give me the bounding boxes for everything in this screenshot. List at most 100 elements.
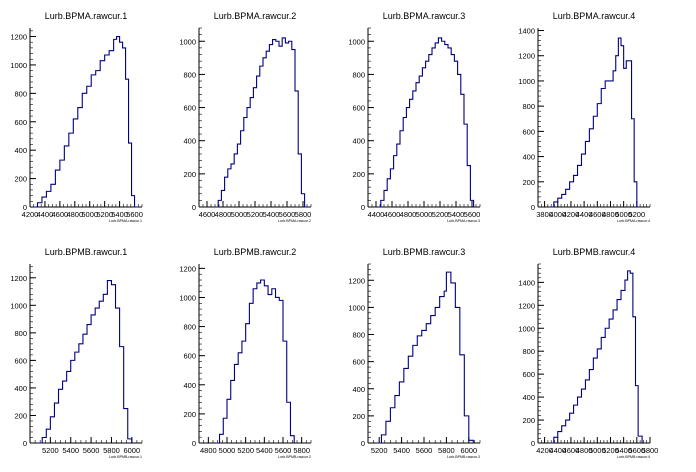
x-tick-label: 5400: [615, 446, 632, 455]
y-tick-label: 400: [183, 137, 196, 146]
histogram-step-line: [38, 279, 133, 444]
y-tick-label: 400: [522, 393, 535, 402]
y-tick-label: 1200: [179, 264, 196, 273]
title-box: [538, 8, 650, 22]
histogram-title: Lurb.BPMB.rawcur.4: [553, 247, 636, 257]
y-tick-label: 800: [14, 89, 27, 98]
x-tick-label: 4200: [22, 210, 39, 219]
x-tick-label: 4400: [368, 210, 385, 219]
y-tick-label: 800: [352, 331, 365, 340]
title-box: [30, 244, 142, 258]
histogram-panel: Lurb.BPMB.rawcur.2 0 200 400 600 800 1000 1200 4…: [179, 244, 312, 459]
x-tick-label: 4800: [200, 446, 217, 455]
y-tick-label: 800: [183, 70, 196, 79]
y-tick-label: 200: [14, 175, 27, 184]
x-tick-label: 5400: [263, 210, 280, 219]
x-tick-label: 4600: [563, 446, 580, 455]
x-tick-label: 5600: [126, 210, 143, 219]
y-tick-label: 1000: [179, 293, 196, 302]
y-tick-label: 1200: [10, 274, 27, 283]
x-tick-label: 5000: [615, 210, 632, 219]
y-tick-label: 1200: [518, 52, 535, 61]
y-tick-label: 1200: [348, 276, 365, 285]
y-tick-label: 1000: [518, 324, 535, 333]
y-tick-label: 200: [522, 416, 535, 425]
title-box: [538, 244, 650, 258]
x-tick-label: 6000: [123, 446, 140, 455]
y-tick-label: 600: [14, 118, 27, 127]
y-tick-label: 200: [14, 411, 27, 420]
y-tick-label: 800: [352, 70, 365, 79]
y-tick-label: 800: [522, 347, 535, 356]
y-tick-label: 600: [522, 127, 535, 136]
x-tick-label: 5200: [628, 210, 645, 219]
x-tick-label: 5600: [275, 446, 292, 455]
histogram-title: Lurb.BPMA.rawcur.1: [45, 11, 128, 21]
y-tick-label: 400: [352, 137, 365, 146]
y-tick-label: 1400: [518, 27, 535, 36]
y-tick-label: 1000: [348, 303, 365, 312]
x-tick-label: 5200: [432, 210, 449, 219]
x-axis-label: Lurb.BPMB.rawcur.2: [278, 455, 311, 459]
x-tick-label: 5800: [438, 446, 455, 455]
x-axis-label: Lurb.BPMA.rawcur.2: [278, 219, 311, 223]
x-tick-label: 5200: [371, 446, 388, 455]
y-tick-label: 1400: [518, 278, 535, 287]
y-tick-label: 0: [531, 439, 535, 448]
y-tick-label: 0: [23, 439, 27, 448]
x-axis-label: Lurb.BPMB.rawcur.4: [617, 455, 650, 459]
x-axis-label: Lurb.BPMB.rawcur.1: [109, 455, 142, 459]
x-tick-label: 4600: [52, 210, 69, 219]
histogram-panel: Lurb.BPMB.rawcur.3 0 200 400 600 800 1000 1200 5…: [348, 244, 481, 459]
x-tick-label: 5600: [628, 446, 645, 455]
y-tick-label: 1200: [10, 33, 27, 42]
x-tick-label: 4600: [589, 210, 606, 219]
histogram-title: Lurb.BPMA.rawcur.2: [214, 11, 297, 21]
y-tick-label: 600: [522, 370, 535, 379]
x-tick-label: 4200: [563, 210, 580, 219]
histogram-title: Lurb.BPMB.rawcur.1: [45, 247, 128, 257]
x-tick-label: 4400: [37, 210, 54, 219]
y-tick-label: 1000: [518, 77, 535, 86]
x-tick-label: 5600: [416, 446, 433, 455]
x-tick-label: 5400: [111, 210, 128, 219]
x-axis-label: Lurb.BPMB.rawcur.3: [447, 455, 480, 459]
x-tick-label: 5000: [81, 210, 98, 219]
x-tick-label: 4000: [549, 210, 566, 219]
x-tick-label: 4200: [536, 446, 553, 455]
y-tick-label: 1000: [10, 61, 27, 70]
x-tick-label: 5400: [256, 446, 273, 455]
x-axis-label: Lurb.BPMA.rawcur.3: [447, 219, 480, 223]
y-tick-label: 400: [352, 385, 365, 394]
y-tick-label: 200: [183, 170, 196, 179]
histogram-panel: Lurb.BPMA.rawcur.4 0 200 400 600 800 1000 1200 1…: [518, 8, 651, 223]
histogram-step-line: [32, 35, 140, 208]
y-tick-label: 200: [352, 170, 365, 179]
y-tick-label: 400: [14, 384, 27, 393]
y-tick-label: 600: [352, 358, 365, 367]
title-box: [368, 244, 480, 258]
histogram-title: Lurb.BPMB.rawcur.2: [214, 247, 297, 257]
histogram-step-line: [215, 37, 308, 208]
histogram-step-line: [215, 279, 295, 444]
x-tick-label: 5400: [393, 446, 410, 455]
x-tick-label: 6000: [460, 446, 477, 455]
x-tick-label: 5600: [279, 210, 296, 219]
x-axis-label: Lurb.BPMA.rawcur.4: [617, 219, 650, 223]
x-tick-label: 4800: [400, 210, 417, 219]
x-tick-label: 5800: [295, 210, 312, 219]
y-tick-label: 200: [183, 410, 196, 419]
x-tick-label: 5600: [464, 210, 481, 219]
histogram-title: Lurb.BPMB.rawcur.3: [383, 247, 466, 257]
histogram-panel: Lurb.BPMB.rawcur.4 0 200 400 600 800 1000 1200 1…: [518, 244, 658, 459]
y-tick-label: 0: [192, 203, 196, 212]
x-tick-label: 5000: [589, 446, 606, 455]
x-tick-label: 4400: [549, 446, 566, 455]
x-tick-label: 5000: [416, 210, 433, 219]
x-tick-label: 5800: [293, 446, 310, 455]
y-tick-label: 200: [352, 412, 365, 421]
y-tick-label: 1000: [348, 37, 365, 46]
histogram-panel: Lurb.BPMB.rawcur.1 0 200 400 600 800 1000 1200 5…: [10, 244, 143, 459]
x-tick-label: 3800: [536, 210, 553, 219]
y-tick-label: 600: [14, 356, 27, 365]
